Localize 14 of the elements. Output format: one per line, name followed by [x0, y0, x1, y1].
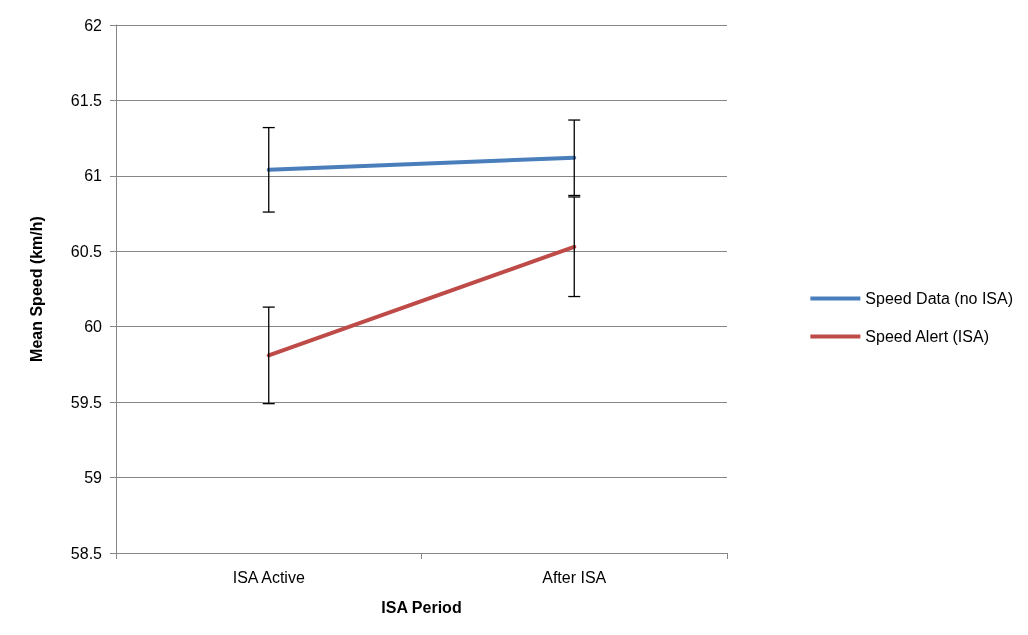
y-tick-label: 62	[84, 16, 103, 34]
x-tick-label: ISA Active	[232, 568, 305, 586]
y-tick-label: 61	[84, 167, 103, 185]
x-axis-title: ISA Period	[381, 598, 462, 616]
y-tick-label: 61.5	[70, 91, 103, 109]
y-tick-label: 59.5	[70, 393, 103, 411]
x-tick-label: After ISA	[542, 568, 607, 586]
legend-label: Speed Alert (ISA)	[865, 328, 989, 345]
legend-label: Speed Data (no ISA)	[865, 290, 1013, 307]
y-tick-label: 60.5	[70, 242, 103, 260]
y-tick-label: 59	[84, 469, 103, 487]
y-tick-label: 58.5	[70, 544, 103, 562]
y-tick-label: 60	[84, 318, 103, 336]
y-axis-title: Mean Speed (km/h)	[27, 216, 45, 362]
